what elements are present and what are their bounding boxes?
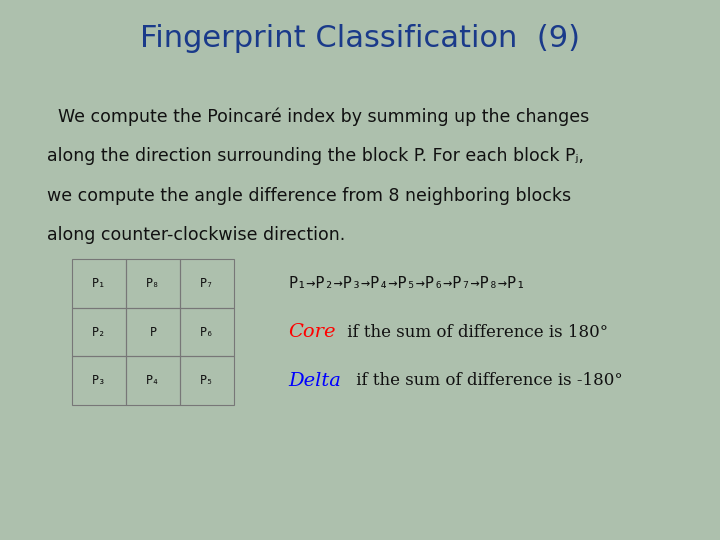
Text: P₇: P₇ [200,277,214,290]
Text: P₄: P₄ [146,374,160,387]
Text: P₆: P₆ [200,326,214,339]
Text: if the sum of difference is -180°: if the sum of difference is -180° [351,372,623,389]
Bar [180,356,234,405]
Text: P₃: P₃ [92,374,106,387]
Text: P₁: P₁ [92,277,106,290]
Text: P₁→P₂→P₃→P₄→P₅→P₆→P₇→P₈→P₁: P₁→P₂→P₃→P₄→P₅→P₆→P₇→P₈→P₁ [288,276,526,291]
Text: We compute the Poincaré index by summing up the changes: We compute the Poincaré index by summing… [47,108,589,126]
Bar [72,259,126,308]
Bar [126,259,180,308]
Bar [126,308,180,356]
Bar [180,259,234,308]
Bar [72,308,126,356]
Text: we compute the angle difference from 8 neighboring blocks: we compute the angle difference from 8 n… [47,187,571,205]
Text: P₂: P₂ [92,326,106,339]
Text: along counter-clockwise direction.: along counter-clockwise direction. [47,226,345,244]
Text: P₅: P₅ [200,374,214,387]
Text: Delta: Delta [288,372,341,390]
Bar [72,356,126,405]
Text: Core: Core [288,323,336,341]
Bar [126,356,180,405]
Text: along the direction surrounding the block P. For each block Pⱼ,: along the direction surrounding the bloc… [47,147,584,165]
Text: Fingerprint Classification  (9): Fingerprint Classification (9) [140,24,580,53]
Text: P: P [150,326,156,339]
Text: if the sum of difference is 180°: if the sum of difference is 180° [342,323,608,341]
Text: P₈: P₈ [146,277,160,290]
Bar [180,308,234,356]
